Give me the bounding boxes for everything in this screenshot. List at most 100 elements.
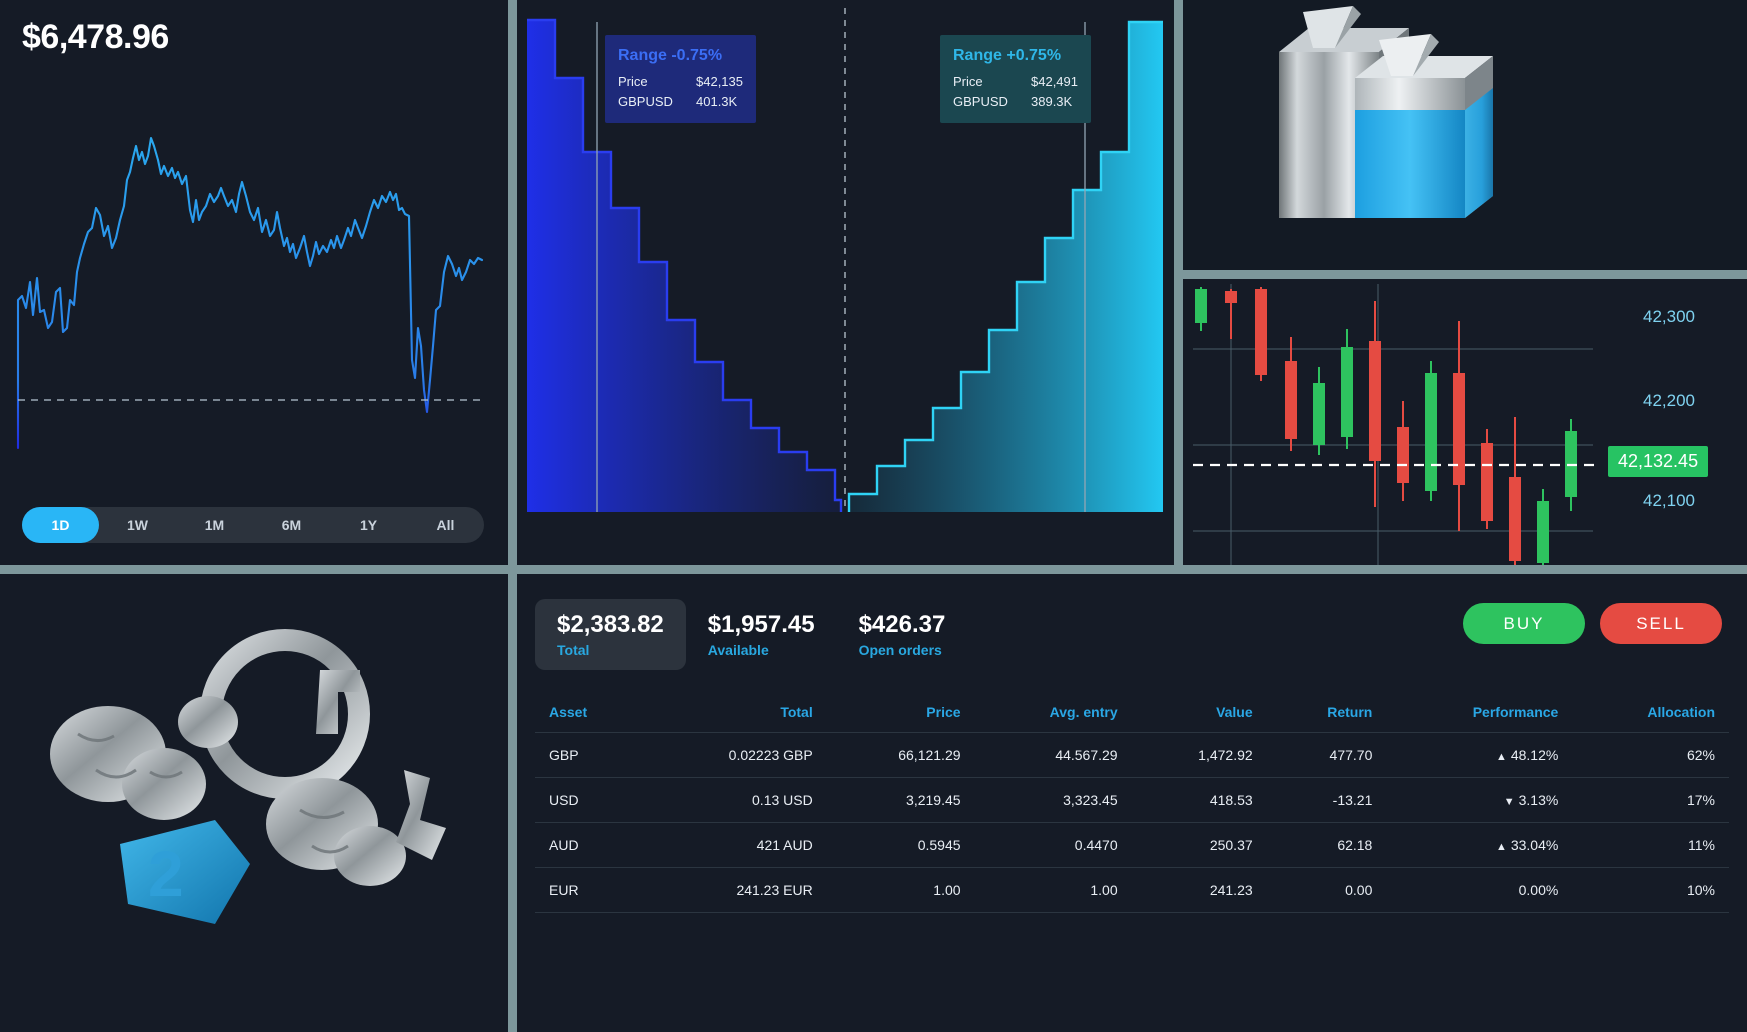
depth-tooltip-ask-title: Range +0.75% [953,47,1062,64]
candlestick-current-price-tag: 42,132.45 [1608,446,1709,477]
candlestick-chart [1193,284,1601,565]
column-header-value[interactable]: Value [1131,694,1267,733]
cell-return: 477.70 [1266,732,1387,778]
table-row[interactable]: EUR 241.23 EUR 1.00 1.00 241.23 0.00 0.0… [535,867,1729,913]
depth-tooltip-bid: Range -0.75% Price $42,135 GBPUSD 401.3K [605,35,756,124]
svg-text:2: 2 [148,838,184,910]
cell-value: 241.23 [1131,867,1267,913]
depth-tooltip-bid-volume-value: 401.3K [696,93,738,109]
stat-open-orders-amount: $426.37 [858,611,946,638]
candlestick-panel: 42,300 42,200 42,100 42,132.45 [1183,279,1747,565]
timerange-1d[interactable]: 1D [22,507,99,543]
stat-total[interactable]: $2,383.82 Total [535,599,686,670]
trading-panel: $2,383.82 Total $1,957.45 Available $426… [517,574,1747,1032]
candle-series [1195,287,1577,565]
depth-tooltip-bid-title: Range -0.75% [618,47,723,64]
column-header-allocation[interactable]: Allocation [1572,694,1729,733]
column-header-return[interactable]: Return [1266,694,1387,733]
cell-value: 418.53 [1131,777,1267,823]
cell-price: 1.00 [826,867,975,913]
trade-actions: BUY SELL [1463,603,1722,644]
timerange-1m[interactable]: 1M [204,517,225,533]
timerange-6m[interactable]: 6M [281,517,302,533]
timerange-all[interactable]: All [436,517,455,533]
column-header-avg-entry[interactable]: Avg. entry [974,694,1132,733]
cell-performance: 0.00% [1386,867,1573,913]
cell-asset: USD [535,777,644,823]
cell-total: 421 AUD [643,822,827,868]
trash-bin-illustration-icon [1279,6,1493,218]
triangle-up-icon: ▲ [1495,751,1507,763]
stat-available[interactable]: $1,957.45 Available [686,599,837,670]
triangle-down-icon: ▼ [1503,796,1515,808]
cell-asset: GBP [535,732,644,778]
cell-avg-entry: 44.567.29 [974,732,1132,778]
depth-chart-panel: Range -0.75% Price $42,135 GBPUSD 401.3K… [517,0,1174,565]
column-header-total[interactable]: Total [643,694,827,733]
stat-available-amount: $1,957.45 [707,611,815,638]
cell-allocation: 17% [1572,777,1729,823]
decorative-artwork-panel [1183,0,1747,270]
timerange-selector[interactable]: 1D 1W 1M 6M 1Y All [22,507,484,543]
portfolio-line-chart [16,136,484,450]
candlestick-y-tick-0: 42,300 [1643,307,1695,326]
cell-allocation: 10% [1572,867,1729,913]
holdings-table: Asset Total Price Avg. entry Value Retur… [535,694,1729,913]
candlestick-gridlines [1193,284,1593,565]
cell-performance: ▲ 48.12% [1386,732,1573,778]
table-header-row: Asset Total Price Avg. entry Value Retur… [535,694,1729,733]
coins-and-keyring-illustration-icon: 2 [50,629,446,924]
cell-return: 62.18 [1266,822,1387,868]
cell-value: 250.37 [1131,822,1267,868]
depth-tooltip-ask-price-value: $42,491 [1031,73,1078,89]
column-header-performance[interactable]: Performance [1386,694,1573,733]
cell-price: 3,219.45 [826,777,975,823]
buy-button[interactable]: BUY [1463,603,1585,644]
table-row[interactable]: GBP 0.02223 GBP 66,121.29 44.567.29 1,47… [535,732,1729,778]
timerange-1y[interactable]: 1Y [359,517,378,533]
cell-return: -13.21 [1266,777,1387,823]
column-header-price[interactable]: Price [826,694,975,733]
cell-price: 0.5945 [826,822,975,868]
timerange-1w[interactable]: 1W [127,517,148,533]
cell-value: 1,472.92 [1131,732,1267,778]
stat-total-label: Total [557,642,590,658]
cell-allocation: 62% [1572,732,1729,778]
stat-open-orders-label: Open orders [858,642,942,658]
candlestick-y-tick-2: 42,100 [1643,491,1695,510]
cell-performance-value: 33.04% [1510,837,1559,853]
page-title: $6,478.96 [22,18,169,56]
depth-tooltip-ask-price-label: Price [953,73,983,89]
cell-price: 66,121.29 [826,732,975,778]
cell-performance-value: 3.13% [1518,792,1559,808]
candlestick-y-tick-1: 42,200 [1643,391,1695,410]
triangle-up-icon: ▲ [1495,841,1507,853]
cell-allocation: 11% [1572,822,1729,868]
cell-total: 0.13 USD [643,777,827,823]
cell-asset: AUD [535,822,644,868]
portfolio-line-path [16,136,484,450]
cell-total: 0.02223 GBP [643,732,827,778]
order-book-depth-chart [527,8,1163,512]
cell-performance-value: 48.12% [1510,747,1559,763]
cell-avg-entry: 0.4470 [974,822,1132,868]
cell-asset: EUR [535,867,644,913]
balance-stats: $2,383.82 Total $1,957.45 Available $426… [535,599,967,670]
cell-total: 241.23 EUR [643,867,827,913]
depth-bids-line [527,18,843,512]
cell-avg-entry: 1.00 [974,867,1132,913]
depth-tooltip-bid-price-value: $42,135 [696,73,743,89]
cell-performance-value: 0.00% [1518,882,1559,898]
column-header-asset[interactable]: Asset [535,694,644,733]
cell-return: 0.00 [1266,867,1387,913]
depth-asks-line [847,20,1163,512]
table-row[interactable]: AUD 421 AUD 0.5945 0.4470 250.37 62.18 ▲… [535,822,1729,868]
table-row[interactable]: USD 0.13 USD 3,219.45 3,323.45 418.53 -1… [535,777,1729,823]
cell-performance: ▼ 3.13% [1386,777,1573,823]
depth-tooltip-bid-price-label: Price [618,73,648,89]
stat-open-orders[interactable]: $426.37 Open orders [837,599,968,670]
cell-avg-entry: 3,323.45 [974,777,1132,823]
portfolio-panel: $6,478.96 1D 1W 1M 6M 1Y All [0,0,508,565]
sell-button[interactable]: SELL [1600,603,1722,644]
